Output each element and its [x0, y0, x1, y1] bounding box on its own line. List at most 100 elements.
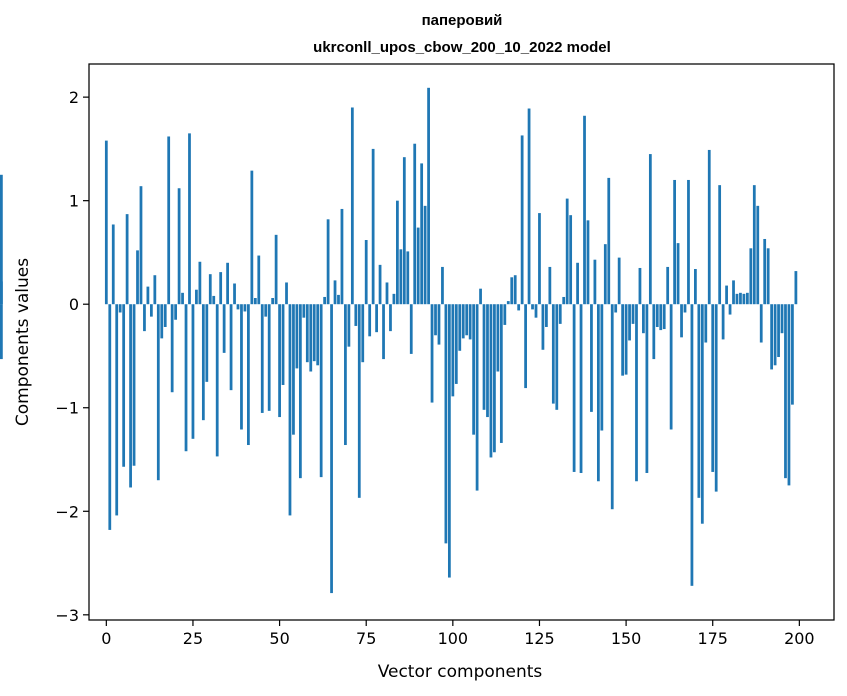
- bar-134: [569, 215, 573, 305]
- bar-54: [292, 304, 295, 435]
- bar-106: [472, 304, 476, 435]
- bar-187: [752, 185, 756, 305]
- bar-86: [402, 157, 406, 305]
- bar-124: [534, 304, 538, 318]
- chart-title: паперовий: [422, 12, 503, 29]
- bar-199: [794, 271, 798, 305]
- bar-76: [368, 304, 372, 337]
- bar-117: [510, 277, 514, 305]
- bar-75: [364, 240, 368, 305]
- bar-105: [468, 304, 472, 340]
- bar-95: [434, 304, 437, 336]
- bar-171: [697, 304, 701, 498]
- bar-152: [631, 304, 635, 324]
- bar-178: [721, 304, 725, 340]
- bar-46: [264, 304, 268, 317]
- bar-144: [603, 244, 607, 305]
- bar-55: [295, 304, 299, 369]
- bar-13: [149, 304, 153, 317]
- bar-116: [506, 301, 510, 305]
- bar-6: [125, 214, 129, 305]
- bar-148: [617, 257, 621, 305]
- bar-98: [444, 304, 448, 544]
- bar-122: [527, 108, 531, 305]
- bar-103: [461, 304, 465, 339]
- bar-163: [669, 304, 673, 430]
- bar-27: [198, 261, 202, 305]
- bar-92: [423, 205, 427, 305]
- bar-29: [205, 304, 209, 382]
- bar-142: [596, 304, 600, 482]
- bar-45: [260, 304, 264, 413]
- bar-151: [628, 304, 631, 341]
- bar-68: [340, 208, 344, 305]
- bar-3: [115, 304, 119, 516]
- bar-93: [427, 87, 430, 305]
- x-tick-label-125: 125: [524, 629, 555, 648]
- bar-182: [735, 293, 739, 305]
- x-axis: 0 25 50 75 100 125 150 175 200: [101, 620, 815, 648]
- bar-131: [558, 304, 562, 324]
- bar-40: [243, 304, 247, 312]
- bar-35: [226, 262, 229, 305]
- bar-158: [652, 304, 656, 360]
- bar-23: [184, 304, 188, 452]
- bar-172: [700, 304, 704, 524]
- bar-14: [153, 275, 157, 305]
- bar-94: [430, 304, 434, 403]
- x-tick-label-25: 25: [183, 629, 203, 648]
- bar-15: [156, 304, 160, 481]
- bar-96: [437, 304, 441, 345]
- bar-149: [621, 304, 625, 376]
- bar-67: [337, 294, 340, 305]
- bar-113: [496, 304, 500, 372]
- bar-150: [624, 304, 628, 375]
- bar-74: [361, 304, 365, 363]
- bar-18: [167, 136, 171, 305]
- bar-59: [309, 304, 313, 372]
- bar-173: [704, 304, 708, 343]
- bar-155: [642, 304, 645, 334]
- bar-181: [732, 280, 735, 305]
- bar-85: [399, 249, 403, 305]
- bar-140: [590, 304, 593, 412]
- bar-24: [188, 133, 191, 305]
- bar-84: [396, 200, 399, 305]
- bar-0: [104, 140, 108, 305]
- bar-32: [215, 304, 219, 457]
- bar-52: [285, 282, 288, 305]
- plot-frame: [88, 63, 835, 621]
- bar-193: [773, 304, 777, 366]
- bar-33: [219, 272, 223, 305]
- bar-180: [728, 304, 732, 315]
- x-axis-label: Vector components: [378, 662, 543, 682]
- bar-175: [711, 304, 715, 472]
- bar-147: [614, 304, 618, 313]
- bar-8: [132, 304, 136, 466]
- bar-4: [118, 304, 122, 313]
- chart-subtitle: ukrconll_upos_cbow_200_10_2022 model: [313, 39, 611, 56]
- bar-30: [208, 274, 212, 305]
- bar-145: [607, 177, 611, 305]
- bar-87: [406, 251, 410, 305]
- bar-10: [139, 186, 143, 305]
- bar-7: [129, 304, 132, 488]
- y-axis: −3 −2 −1 0 1 2: [55, 88, 89, 625]
- bar-51: [281, 304, 285, 385]
- bar-157: [648, 154, 652, 305]
- bar-5: [122, 304, 126, 467]
- bar-73: [357, 304, 361, 498]
- bar-161: [662, 304, 666, 330]
- bar-16: [160, 304, 164, 339]
- bar-120: [520, 135, 524, 305]
- bar-121: [524, 304, 527, 389]
- bar-49: [274, 234, 278, 305]
- bar-34: [222, 304, 226, 353]
- bar-114: [499, 304, 503, 443]
- bar-170: [694, 269, 697, 305]
- bar-47: [267, 304, 271, 411]
- bar-65: [330, 304, 333, 594]
- bar-132: [562, 296, 566, 305]
- x-tick-label-50: 50: [269, 629, 289, 648]
- bar-176: [714, 304, 718, 492]
